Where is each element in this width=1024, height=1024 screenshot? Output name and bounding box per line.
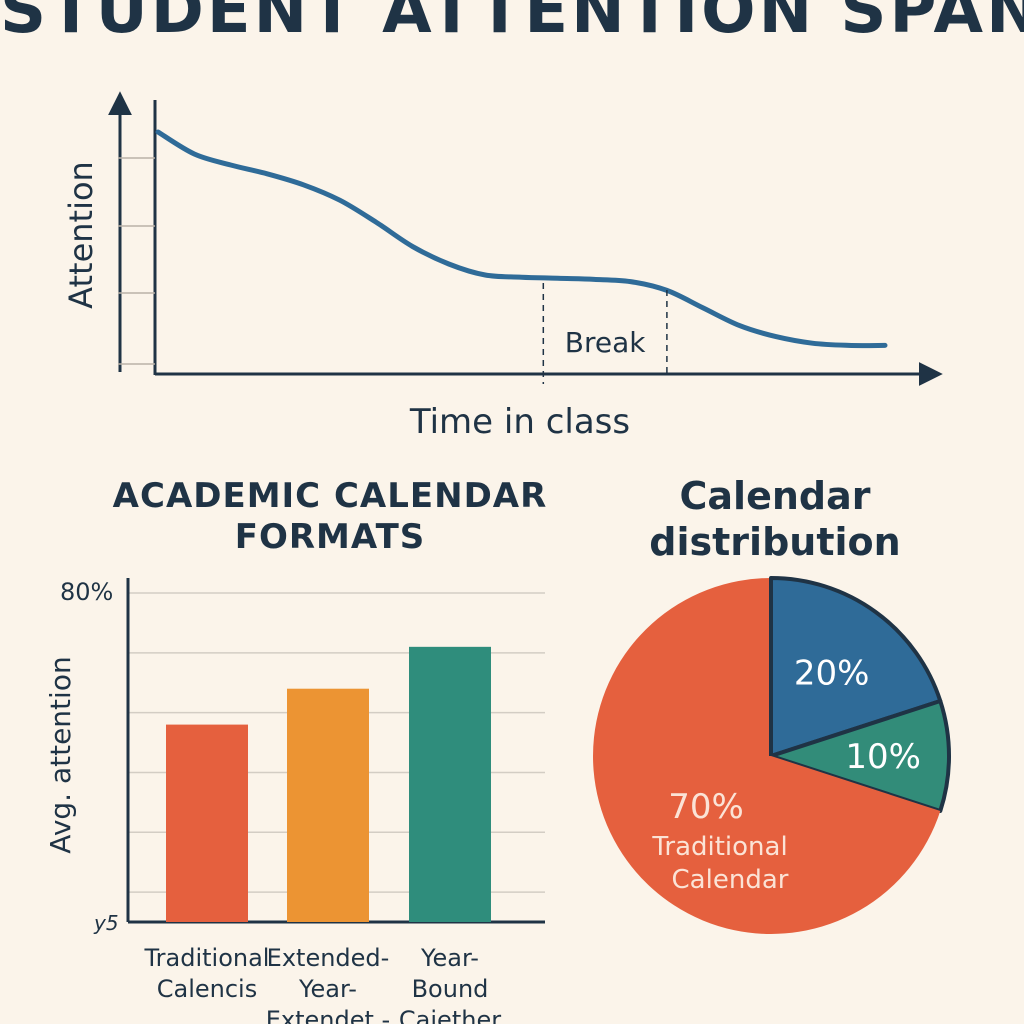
pie-slice-1-label: 70% (668, 787, 744, 827)
pie-slice-1-name-line-1: Traditional (651, 832, 787, 862)
bar-category-label: Cajether (399, 1006, 501, 1024)
pie-chart-title-line-2: distribution (649, 519, 901, 564)
pie-slice-3-label: 10% (845, 737, 921, 777)
bar-chart-title: ACADEMIC CALENDAR FORMATS (100, 476, 560, 558)
bar-chart-title-line-2: FORMATS (234, 516, 426, 557)
line-series: Break (155, 129, 888, 384)
bar-2 (287, 688, 369, 922)
bar-category-label: Bound (412, 975, 489, 1003)
pie-chart-title-line-1: Calendar (679, 474, 871, 518)
pie-chart-title: Calendar distribution (610, 474, 940, 565)
pie-slice-3 (769, 699, 951, 813)
line-x-axis-label: Time in class (409, 402, 630, 442)
bar-category-label: Calencis (157, 975, 257, 1003)
line-chart: Attention Time in class Break (62, 91, 943, 442)
bar-chart-title-line-1: ACADEMIC CALENDAR (112, 476, 548, 516)
bar-category-label: Year- (420, 944, 479, 972)
pie-slice-1-name-line-2: Calendar (672, 865, 789, 895)
bar-category-label: Traditional (144, 944, 270, 972)
bar-y-axis-label: Avg. attention (44, 656, 77, 853)
bar-category-label: Extendet - (266, 1006, 390, 1024)
bar-category-labels: Traditional Calencis Extended- Year- Extende… (144, 944, 502, 1024)
line-y-axis-label: Attention (62, 161, 100, 309)
bar-category-label: Extended- (267, 944, 390, 972)
bar-y-top-label: 80% (60, 578, 113, 606)
pie-slice-2 (769, 576, 943, 758)
attention-line (155, 129, 888, 349)
bar-y-bottom-label: y5 (93, 911, 119, 935)
pie-slice-2-label: 20% (794, 653, 870, 693)
bar-3 (409, 646, 491, 922)
pie-slice-1 (593, 578, 941, 934)
bar-1 (166, 724, 248, 922)
infographic-title: STUDENT ATTENTION SPAN (0, 0, 1024, 48)
bar-series (166, 646, 491, 922)
break-label: Break (565, 326, 646, 359)
bar-category-label: Year- (298, 975, 357, 1003)
bar-chart: 80% y5 Avg. attention Traditional Calenci… (44, 578, 545, 1024)
